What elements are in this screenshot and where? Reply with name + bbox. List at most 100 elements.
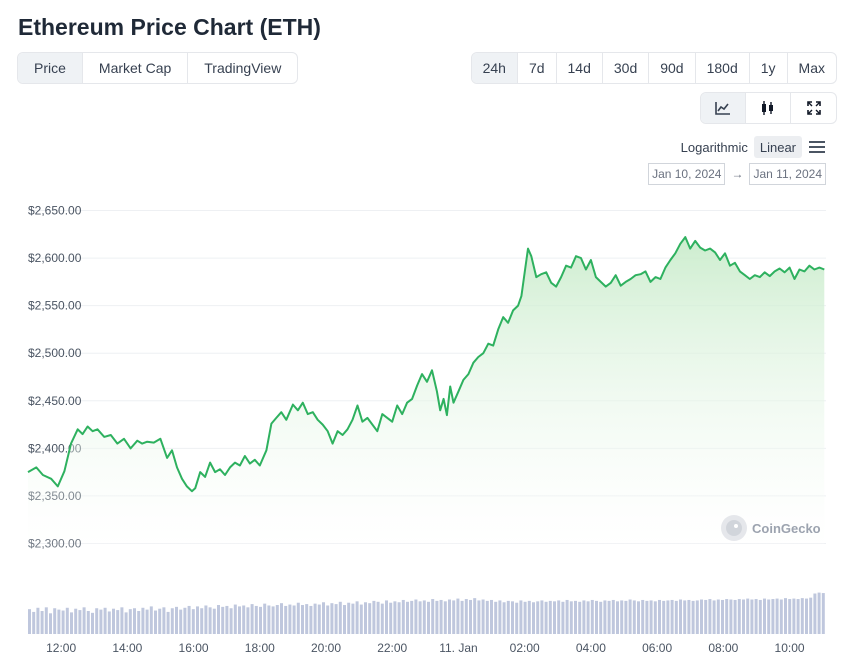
volume-bar bbox=[166, 611, 170, 634]
volume-bar bbox=[813, 593, 817, 634]
volume-bar bbox=[32, 611, 36, 634]
volume-bar bbox=[322, 602, 325, 634]
volume-bar bbox=[683, 600, 687, 634]
range-30d[interactable]: 30d bbox=[603, 53, 650, 83]
range-24h[interactable]: 24h bbox=[471, 53, 518, 83]
volume-bar bbox=[187, 605, 191, 634]
volume-bar bbox=[565, 599, 569, 634]
volume-bar bbox=[662, 600, 666, 634]
volume-bar bbox=[477, 600, 481, 634]
volume-bar bbox=[292, 605, 296, 634]
volume-bar bbox=[595, 600, 598, 634]
volume-bar bbox=[817, 592, 821, 634]
volume-bar bbox=[133, 608, 136, 634]
scale-linear[interactable]: Linear bbox=[753, 136, 802, 158]
volume-bar bbox=[653, 601, 657, 634]
fullscreen-button[interactable] bbox=[791, 93, 836, 123]
volume-bar bbox=[691, 600, 695, 634]
volume-bar bbox=[389, 602, 393, 634]
y-tick-label: $2,550.00 bbox=[28, 299, 82, 313]
volume-bar bbox=[196, 606, 199, 634]
line-chart-button[interactable] bbox=[701, 93, 746, 123]
candlestick-button[interactable] bbox=[746, 93, 791, 123]
volume-bar bbox=[78, 610, 82, 634]
price-chart[interactable]: $2,650.00 $2,600.00 $2,550.00 $2,500.00 $2,4… bbox=[0, 200, 850, 666]
tab-price[interactable]: Price bbox=[18, 53, 83, 83]
range-180d[interactable]: 180d bbox=[696, 53, 750, 83]
volume-bar bbox=[145, 609, 149, 634]
volume-bar bbox=[540, 600, 544, 634]
scale-logarithmic[interactable]: Logarithmic bbox=[680, 139, 748, 155]
volume-bar bbox=[338, 601, 342, 634]
volume-bar bbox=[208, 607, 212, 634]
x-tick-label: 22:00 bbox=[377, 641, 407, 655]
range-7d[interactable]: 7d bbox=[518, 53, 557, 83]
tab-market-cap[interactable]: Market Cap bbox=[83, 53, 189, 83]
volume-bar bbox=[506, 600, 510, 634]
volume-bar bbox=[498, 600, 502, 634]
volume-bar bbox=[712, 600, 716, 634]
volume-bar bbox=[271, 606, 275, 634]
range-14d[interactable]: 14d bbox=[557, 53, 603, 83]
tab-tradingview[interactable]: TradingView bbox=[204, 60, 282, 76]
volume-bar bbox=[792, 598, 796, 634]
volume-bar bbox=[695, 600, 699, 634]
volume-bar bbox=[414, 599, 418, 634]
x-tick-label: 08:00 bbox=[708, 641, 738, 655]
volume-bar bbox=[708, 599, 712, 634]
menu-icon[interactable] bbox=[808, 139, 826, 155]
volume-bar bbox=[658, 599, 661, 634]
volume-bar bbox=[191, 609, 195, 634]
volume-bar bbox=[485, 600, 489, 634]
volume-bar bbox=[275, 605, 279, 634]
date-from-input[interactable]: Jan 10, 2024 bbox=[648, 163, 726, 185]
range-1y[interactable]: 1y bbox=[750, 53, 788, 83]
volume-bar bbox=[36, 607, 40, 634]
x-axis: 12:00 14:00 16:00 18:00 20:00 22:00 11. Jan 02:… bbox=[46, 641, 805, 655]
volume-bar bbox=[721, 599, 724, 634]
volume-bar bbox=[74, 608, 78, 634]
volume-bar bbox=[645, 600, 649, 634]
line-chart-icon bbox=[715, 102, 730, 115]
volume-bar bbox=[796, 599, 800, 634]
date-to-input[interactable]: Jan 11, 2024 bbox=[749, 163, 826, 185]
volume-bar bbox=[40, 611, 44, 634]
volume-bar bbox=[607, 600, 611, 634]
volume-bar bbox=[582, 600, 586, 634]
volume-bar bbox=[578, 601, 582, 634]
x-tick-label: 16:00 bbox=[179, 641, 209, 655]
volume-bar bbox=[267, 605, 271, 634]
volume-bar bbox=[313, 603, 317, 634]
volume-bar bbox=[112, 608, 115, 634]
volume-bar bbox=[679, 599, 682, 634]
volume-bar bbox=[95, 608, 99, 634]
volume-bar bbox=[57, 609, 61, 634]
volume-bar bbox=[435, 600, 439, 634]
volume-bar bbox=[481, 599, 485, 634]
range-90d[interactable]: 90d bbox=[649, 53, 696, 83]
volume-bar bbox=[221, 606, 225, 634]
volume-bar bbox=[124, 612, 128, 634]
volume-bar bbox=[162, 607, 166, 634]
volume-bar bbox=[238, 606, 241, 634]
date-range: Jan 10, 2024 → Jan 11, 2024 bbox=[648, 163, 826, 185]
volume-bar bbox=[649, 600, 653, 634]
volume-bar bbox=[443, 601, 447, 634]
volume-bar bbox=[242, 605, 246, 634]
volume-bar bbox=[91, 612, 94, 634]
volume-bar bbox=[553, 601, 556, 634]
volume-bar bbox=[527, 600, 531, 634]
chart-view-toggle bbox=[700, 92, 837, 124]
volume-bar bbox=[674, 600, 678, 634]
volume-bar bbox=[82, 607, 86, 634]
volume-bar bbox=[729, 599, 733, 634]
volume-bar bbox=[410, 600, 414, 634]
range-max[interactable]: Max bbox=[798, 60, 825, 76]
volume-bar bbox=[305, 604, 309, 634]
time-range-selector: 24h 7d 14d 30d 90d 180d 1y Max bbox=[470, 52, 837, 84]
volume-bar bbox=[586, 601, 590, 634]
volume-bar bbox=[49, 613, 52, 634]
volume-bar bbox=[250, 604, 254, 634]
volume-bar bbox=[380, 603, 384, 634]
volume-bar bbox=[725, 599, 729, 634]
